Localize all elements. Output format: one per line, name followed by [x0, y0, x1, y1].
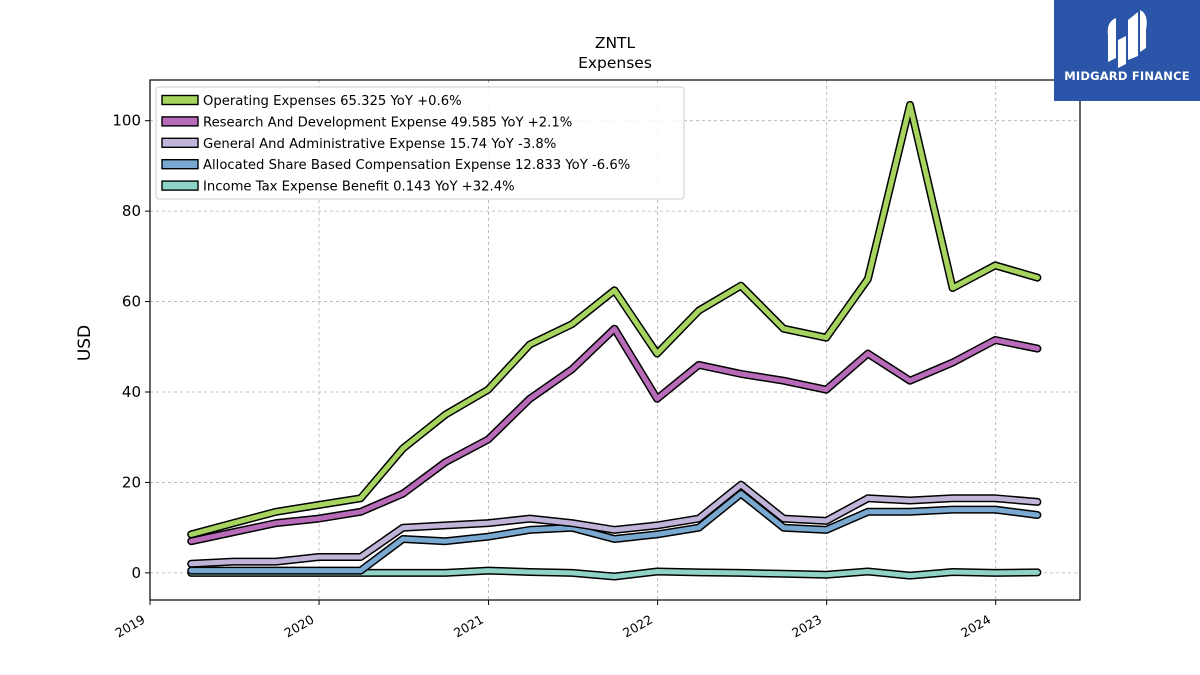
series-line-operating-expenses — [188, 102, 1040, 537]
x-tick-label: 2022 — [620, 612, 655, 641]
legend-swatch — [161, 180, 199, 191]
brand-logo: MIDGARD FINANCE — [1054, 0, 1200, 101]
series-outline-general-and-administrative-expense — [187, 480, 1042, 568]
brand-logo-mark — [1107, 10, 1147, 68]
series-lines — [187, 100, 1042, 581]
x-tick-label: 2023 — [789, 612, 824, 641]
brand-name: MIDGARD FINANCE — [1064, 69, 1190, 83]
legend: Operating Expenses 65.325 YoY +0.6% Resea… — [155, 86, 685, 200]
series-line-research-and-development-expense — [188, 326, 1040, 544]
legend-box — [155, 86, 685, 200]
x-tick-label: 2019 — [112, 612, 147, 641]
y-axis-label: USD — [75, 325, 95, 361]
legend-swatch — [161, 94, 199, 106]
series-line-allocated-share-based-compensation-expense — [188, 491, 1040, 574]
x-tick-label: 2024 — [958, 612, 993, 641]
plot-area-frame — [149, 79, 1081, 601]
legend-entry: Operating Expenses 65.325 YoY +0.6% — [203, 94, 462, 109]
y-tick-label: 0 — [131, 564, 141, 582]
y-tick-label: 60 — [122, 293, 141, 311]
legend-entry: General And Administrative Expense 15.74… — [203, 137, 556, 152]
legend-entry: Allocated Share Based Compensation Expen… — [203, 158, 630, 173]
y-tick-label: 100 — [112, 112, 141, 130]
series-line-general-and-administrative-expense — [188, 482, 1040, 567]
legend-swatch — [161, 116, 199, 127]
legend-swatch — [161, 137, 199, 149]
chart-subtitle: Expenses — [578, 54, 652, 72]
legend-swatch — [161, 158, 199, 170]
legend-entry: Research And Development Expense 49.585 … — [203, 115, 572, 130]
legend-entry: Income Tax Expense Benefit 0.143 YoY +32… — [203, 180, 515, 195]
x-tick-label: 2020 — [281, 612, 316, 641]
y-tick-label: 40 — [122, 383, 141, 401]
chart-title: ZNTL — [595, 34, 636, 52]
y-tick-label: 20 — [122, 473, 141, 491]
x-tick-label: 2021 — [451, 612, 486, 641]
y-tick-label: 80 — [122, 202, 141, 220]
